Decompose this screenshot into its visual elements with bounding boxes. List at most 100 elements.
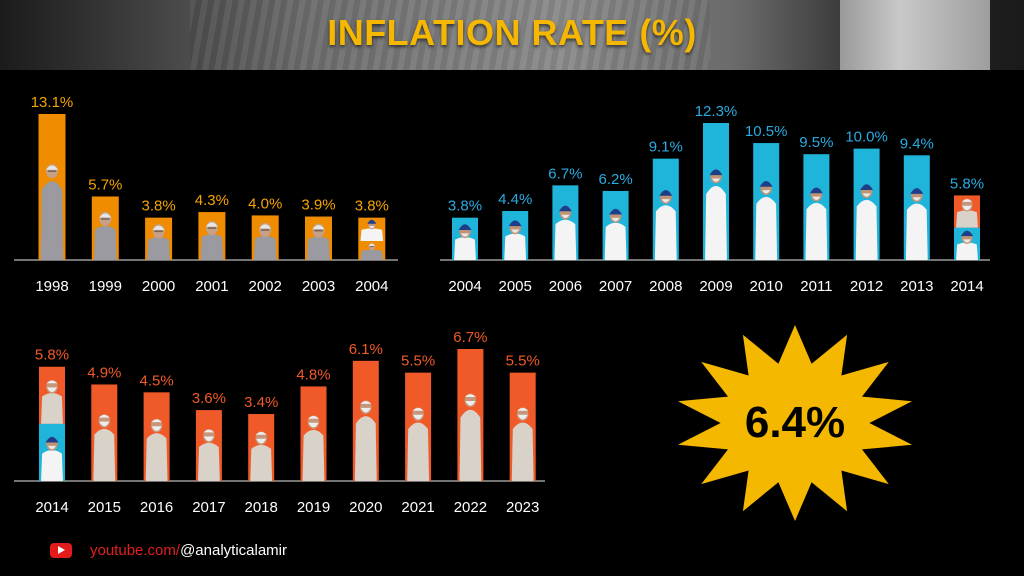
data-label: 6.7% — [453, 329, 487, 346]
banknote-edge — [840, 0, 990, 70]
data-label: 6.2% — [598, 171, 632, 188]
data-label: 9.5% — [799, 134, 833, 151]
bar-2018 — [248, 414, 275, 481]
portrait-icon — [360, 219, 384, 241]
bar-2014 — [954, 195, 980, 260]
bar-2004 — [358, 217, 386, 260]
portrait-icon — [511, 407, 534, 481]
tick-label: 2009 — [699, 278, 732, 295]
data-label: 4.9% — [87, 364, 121, 381]
tick-label: 2019 — [297, 499, 330, 516]
bar-2001 — [198, 212, 226, 260]
portrait-icon — [41, 436, 63, 481]
bar-2008 — [652, 158, 679, 260]
data-label: 10.0% — [845, 129, 888, 146]
portrait-icon — [956, 198, 978, 228]
data-label: 3.8% — [448, 198, 482, 215]
data-label: 4.3% — [195, 192, 229, 209]
data-label: 5.7% — [88, 176, 122, 193]
data-label: 4.4% — [498, 191, 532, 208]
bar-2007 — [602, 190, 629, 260]
data-label: 3.6% — [192, 390, 226, 407]
data-label: 3.8% — [141, 198, 175, 215]
data-label: 13.1% — [31, 94, 74, 111]
portrait-icon — [459, 393, 482, 481]
data-label: 5.8% — [35, 347, 69, 364]
bar-2020 — [352, 360, 379, 481]
tick-label: 2018 — [245, 499, 278, 516]
portrait-icon — [905, 188, 928, 260]
footer-credit: youtube.com/ @analyticalamir — [50, 540, 287, 560]
bar-2023 — [509, 372, 536, 481]
title-banner — [0, 0, 1024, 70]
portrait-icon — [40, 164, 64, 260]
bar-2010 — [753, 143, 780, 260]
portrait-icon — [755, 181, 778, 260]
portrait-icon — [145, 418, 168, 481]
data-label: 10.5% — [745, 123, 788, 140]
data-label: 4.8% — [296, 366, 330, 383]
tick-label: 2014 — [950, 278, 983, 295]
youtube-icon[interactable] — [50, 542, 72, 558]
portrait-icon — [197, 429, 220, 481]
tick-label: 2005 — [499, 278, 532, 295]
highlight-value: 6.4% — [744, 398, 846, 447]
tick-label: 2022 — [454, 499, 487, 516]
tick-label: 1998 — [35, 278, 68, 295]
data-label: 9.4% — [900, 135, 934, 152]
bar-2004 — [452, 217, 478, 260]
tick-label: 2017 — [192, 499, 225, 516]
bar-2000 — [145, 217, 173, 260]
tick-label: 2023 — [506, 499, 539, 516]
youtube-handle[interactable]: @analyticalamir — [180, 541, 287, 559]
bar-1998 — [38, 114, 66, 260]
tick-label: 2013 — [900, 278, 933, 295]
bar-2021 — [405, 372, 432, 481]
tick-label: 2010 — [750, 278, 783, 295]
bar-2002 — [251, 215, 279, 260]
bar-1999 — [91, 196, 119, 260]
portrait-icon — [956, 230, 978, 260]
tick-label: 2004 — [448, 278, 481, 295]
tick-label: 2008 — [649, 278, 682, 295]
bar-2013 — [903, 155, 930, 260]
bar-2011 — [803, 154, 830, 260]
bar-2022 — [457, 349, 484, 481]
youtube-url[interactable]: youtube.com/ — [90, 541, 181, 559]
tick-label: 2001 — [195, 278, 228, 295]
page-title: INFLATION RATE (%) — [327, 12, 697, 53]
data-label: 12.3% — [695, 103, 738, 120]
tick-label: 1999 — [89, 278, 122, 295]
portrait-icon — [855, 184, 878, 260]
portrait-icon — [360, 242, 384, 260]
bar-2016 — [143, 392, 170, 481]
portrait-icon — [354, 400, 377, 481]
portrait-icon — [302, 415, 325, 481]
data-label: 3.9% — [301, 197, 335, 214]
bar-2003 — [305, 216, 332, 260]
tick-label: 2003 — [302, 278, 335, 295]
tick-label: 2011 — [800, 278, 832, 295]
bar-2015 — [91, 384, 118, 481]
bar-2009 — [703, 123, 729, 260]
portrait-icon — [805, 187, 828, 260]
data-label: 5.5% — [401, 353, 435, 370]
portrait-icon — [200, 220, 224, 260]
portrait-icon — [554, 205, 577, 260]
portrait-icon — [147, 224, 170, 260]
portrait-icon — [250, 431, 273, 481]
bar-2005 — [502, 210, 529, 260]
data-label: 4.5% — [139, 372, 173, 389]
portrait-icon — [41, 379, 63, 424]
data-label: 4.0% — [248, 195, 282, 212]
tick-label: 2007 — [599, 278, 632, 295]
tick-label: 2000 — [142, 278, 175, 295]
data-label: 6.1% — [349, 341, 383, 358]
tick-label: 2014 — [35, 499, 68, 516]
portrait-icon — [93, 211, 117, 260]
data-label: 9.1% — [649, 139, 683, 156]
starburst-shape — [678, 325, 912, 521]
